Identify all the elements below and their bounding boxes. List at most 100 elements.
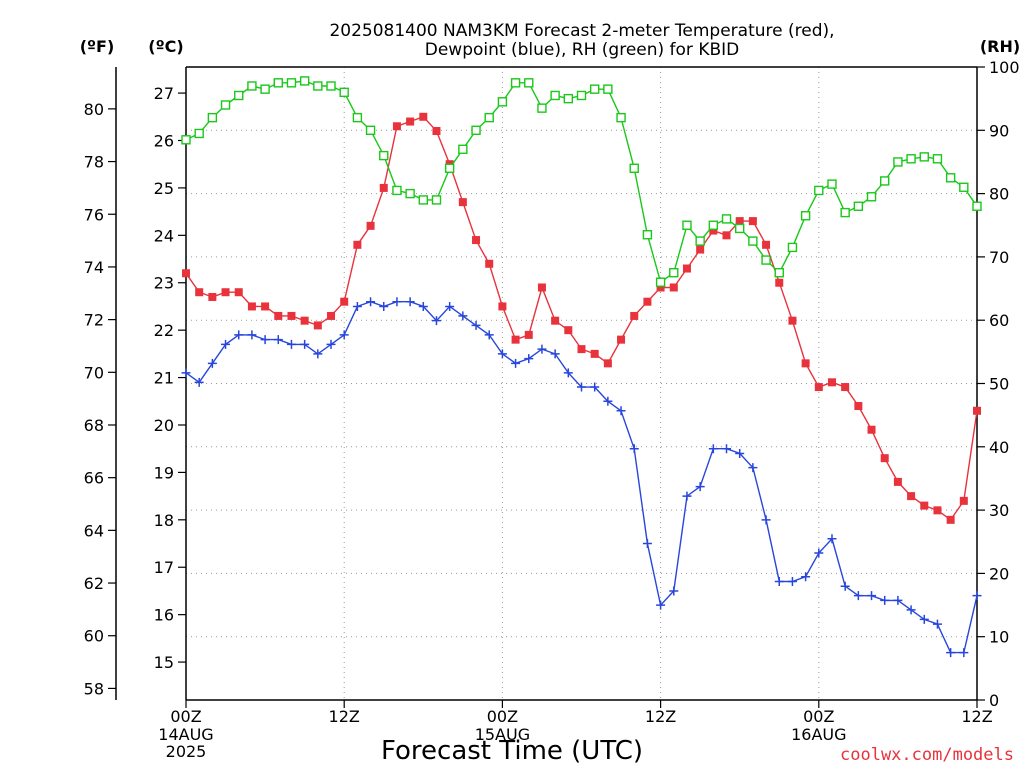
dewpoint-point (761, 515, 771, 525)
x-tick-label: 00Z (170, 707, 201, 726)
temperature-point (617, 335, 626, 344)
temperature-point (762, 240, 771, 249)
rh-point (774, 268, 784, 278)
temperature-point (234, 288, 243, 297)
rh-point (748, 236, 758, 246)
rh-point (326, 81, 336, 91)
dewpoint-point (234, 330, 244, 340)
dewpoint-point (656, 600, 666, 610)
temperature-point (182, 269, 190, 278)
celsius-unit-label: (ºC) (148, 37, 183, 56)
fahrenheit-tick-label: 62 (84, 574, 104, 593)
fahrenheit-tick-label: 78 (84, 153, 104, 172)
rh-point (866, 192, 877, 202)
rh-point (972, 201, 982, 211)
fahrenheit-tick-label: 66 (84, 469, 104, 488)
temperature-point (656, 283, 665, 292)
celsius-tick-label: 26 (154, 131, 174, 150)
temperature-point (643, 297, 652, 306)
temperature-point (313, 321, 322, 330)
dewpoint-point (181, 368, 191, 378)
temperature-point (801, 359, 810, 368)
temperature-point (867, 425, 876, 434)
dewpoint-point (511, 358, 521, 368)
fahrenheit-tick-label: 80 (84, 100, 104, 119)
dewpoint-point (642, 539, 652, 549)
dewpoint-point (906, 605, 916, 615)
temperature-point (406, 117, 415, 126)
x-tick-label: 00Z (487, 707, 518, 726)
rh-point (735, 223, 745, 234)
temperature-point (564, 326, 573, 335)
rh-point (207, 112, 218, 123)
dewpoint-point (708, 444, 718, 454)
temperature-point (419, 112, 428, 121)
rh-point (589, 84, 600, 94)
dewpoint-point (247, 330, 257, 340)
temperature-point (392, 122, 401, 131)
dewpoint-point (207, 358, 217, 368)
dewpoint-point (339, 330, 349, 340)
rh-point (405, 188, 415, 199)
dewpoint-point (221, 339, 231, 349)
celsius-tick-label: 24 (154, 226, 174, 245)
temperature-point (366, 221, 375, 230)
dewpoint-point (484, 330, 494, 340)
rh-tick-label: 0 (989, 691, 999, 710)
rh-point (629, 163, 639, 173)
chart-title-line-1: 2025081400 NAM3KM Forecast 2-meter Tempe… (329, 21, 834, 41)
rh-point (906, 154, 916, 164)
dewpoint-point (880, 595, 890, 605)
temperature-point (946, 515, 955, 524)
temperature-point (603, 359, 612, 368)
dewpoint-point (814, 548, 824, 558)
rh-point (616, 112, 626, 123)
temperature-point (498, 302, 507, 311)
temperature-point (261, 302, 270, 311)
rh-point (959, 182, 969, 192)
rh-point (840, 207, 850, 218)
rh-point (669, 268, 679, 278)
dewpoint-point (616, 406, 626, 416)
temperature-point (485, 259, 494, 268)
rh-point (563, 93, 574, 104)
x-tick-label: 00Z (803, 707, 834, 726)
rh-point (695, 236, 705, 246)
dewpoint-series (181, 297, 982, 658)
temperature-point (537, 283, 546, 292)
rh-tick-label: 70 (989, 248, 1009, 267)
x-tick-sublabel: 14AUG (158, 725, 213, 744)
temperature-point (775, 278, 784, 287)
temperature-point (682, 264, 691, 273)
temperature-point (735, 217, 744, 226)
chart-title-line-2: Dewpoint (blue), RH (green) for KBID (425, 40, 740, 60)
rh-point (945, 173, 956, 183)
rh-point (273, 78, 283, 88)
fahrenheit-tick-label: 72 (84, 311, 104, 330)
fahrenheit-tick-label: 70 (84, 363, 104, 382)
x-axis-title: Forecast Time (UTC) (381, 736, 643, 766)
fahrenheit-tick-label: 74 (84, 258, 104, 277)
rh-tick-label: 40 (989, 438, 1009, 457)
temperature-point (432, 127, 441, 136)
dewpoint-point (445, 301, 455, 311)
temperature-point (577, 345, 586, 354)
rh-point (537, 103, 547, 113)
rh-point (708, 220, 719, 230)
series-layer (181, 76, 982, 658)
celsius-tick-label: 21 (154, 369, 174, 388)
x-tick-sublabel: 15AUG (475, 725, 530, 744)
dewpoint-point (577, 382, 586, 392)
temperature-point (300, 316, 309, 325)
temperature-point (722, 231, 731, 240)
temperature-point (920, 501, 929, 510)
rh-line (185, 80, 978, 284)
temperature-point (841, 383, 850, 392)
temperature-point (208, 292, 217, 301)
rh-point (181, 135, 191, 145)
rh-point (787, 242, 798, 253)
temperature-point (973, 406, 981, 415)
rh-point (853, 201, 864, 211)
rh-point (510, 78, 521, 88)
rh-point (761, 255, 771, 265)
